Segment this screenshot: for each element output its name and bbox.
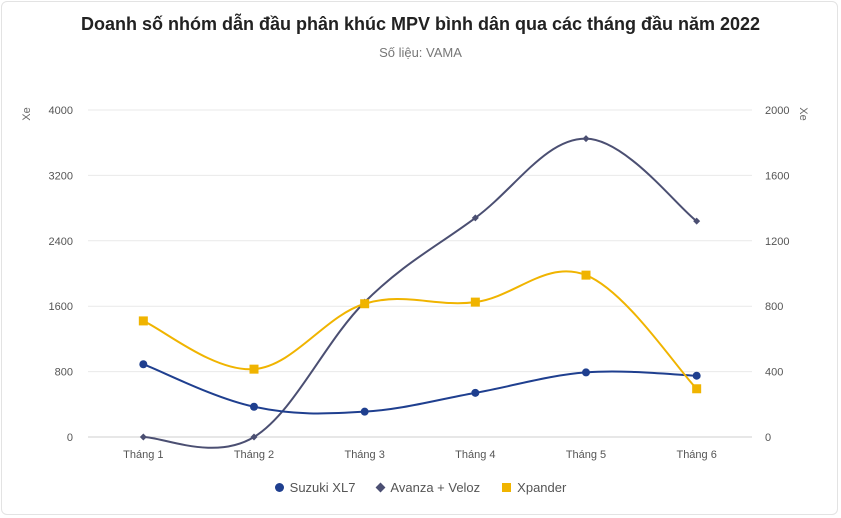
left-axis-ticks: 0 800 1600 2400 3200 4000 — [49, 105, 73, 444]
x-tick-label: Tháng 3 — [344, 449, 384, 461]
series-line — [143, 137, 698, 449]
series-line — [142, 363, 697, 415]
legend-item-xpander[interactable]: Xpander — [502, 480, 566, 495]
data-point[interactable] — [360, 407, 369, 416]
data-point[interactable] — [582, 368, 590, 377]
data-point[interactable] — [360, 299, 370, 309]
series-xpander — [138, 270, 702, 394]
right-tick-label: 400 — [765, 367, 783, 379]
left-tick-label: 0 — [67, 432, 73, 444]
data-point[interactable] — [471, 388, 480, 397]
diamond-marker-icon — [375, 482, 386, 493]
data-point[interactable] — [249, 364, 259, 374]
left-tick-label: 800 — [55, 367, 73, 379]
data-point[interactable] — [470, 297, 480, 307]
data-point[interactable] — [582, 135, 590, 143]
legend-label: Xpander — [517, 480, 567, 495]
x-tick-label: Tháng 4 — [455, 449, 495, 461]
legend-item-avanza-veloz[interactable]: Avanza + Veloz — [375, 480, 481, 495]
data-point[interactable] — [471, 214, 479, 222]
right-axis-ticks: 0 400 800 1200 1600 2000 — [765, 105, 789, 444]
right-tick-label: 1200 — [765, 236, 789, 248]
right-tick-label: 2000 — [765, 105, 789, 117]
data-point[interactable] — [250, 402, 258, 411]
series-avanza-veloz — [139, 135, 701, 449]
gridlines — [88, 109, 752, 438]
left-tick-label: 4000 — [49, 105, 73, 117]
right-tick-label: 0 — [765, 432, 771, 444]
data-point[interactable] — [250, 433, 258, 441]
left-axis-label: Xe — [21, 107, 33, 120]
legend-item-suzuki-xl7[interactable]: Suzuki XL7 — [274, 480, 356, 495]
left-tick-label: 3200 — [49, 170, 73, 182]
series-line — [142, 270, 698, 390]
series-suzuki-xl7 — [139, 360, 701, 416]
data-point[interactable] — [692, 371, 701, 380]
data-point[interactable] — [692, 384, 702, 394]
legend-label: Avanza + Veloz — [390, 480, 481, 495]
x-tick-label: Tháng 1 — [123, 449, 163, 461]
x-tick-label: Tháng 2 — [234, 449, 274, 461]
data-point[interactable] — [138, 316, 148, 326]
series-layer — [138, 135, 702, 449]
right-tick-label: 800 — [765, 301, 783, 313]
x-tick-label: Tháng 5 — [566, 449, 606, 461]
legend-label: Suzuki XL7 — [289, 480, 356, 495]
right-axis-label: Xe — [797, 107, 809, 120]
square-marker-icon — [502, 483, 512, 492]
left-tick-label: 2400 — [49, 236, 73, 248]
legend: Suzuki XL7 Avanza + Veloz Xpander — [0, 480, 841, 495]
right-tick-label: 1600 — [765, 170, 789, 182]
circle-marker-icon — [274, 483, 284, 492]
data-point[interactable] — [581, 270, 591, 280]
x-tick-label: Tháng 6 — [676, 449, 716, 461]
chart-title: Doanh số nhóm dẫn đầu phân khúc MPV bình… — [80, 14, 761, 34]
x-axis-ticks: Tháng 1 Tháng 2 Tháng 3 Tháng 4 Tháng 5 Tháng… — [123, 449, 717, 461]
data-point[interactable] — [139, 433, 147, 441]
data-point[interactable] — [693, 217, 701, 225]
left-tick-label: 1600 — [49, 301, 73, 313]
chart-subtitle: Số liệu: VAMA — [379, 45, 462, 60]
data-point[interactable] — [139, 360, 148, 369]
